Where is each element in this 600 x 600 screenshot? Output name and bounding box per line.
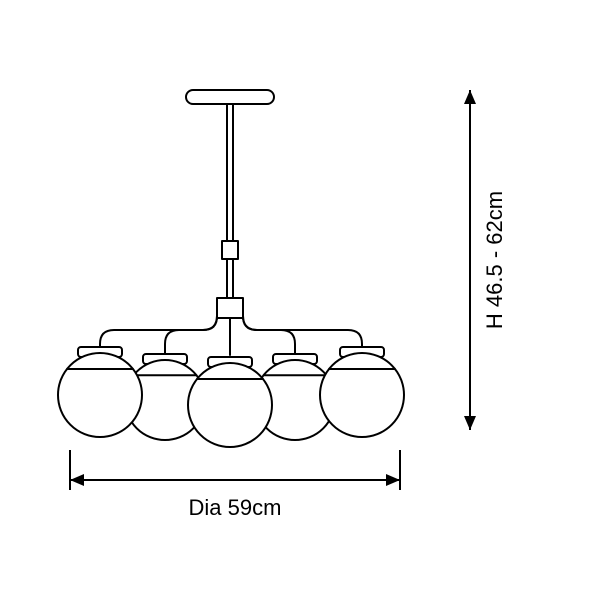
ceiling-mount [186,90,274,104]
pendant-light-diagram [58,90,404,447]
globe-shade [58,347,142,437]
downrod-coupler [222,241,238,259]
center-hub [217,298,243,318]
fixture-arm [165,302,217,355]
globe-shade [320,347,404,437]
label-diameter: Dia 59cm [189,495,282,520]
label-height: H 46.5 - 62cm [482,191,507,329]
globe-shade [188,357,272,447]
